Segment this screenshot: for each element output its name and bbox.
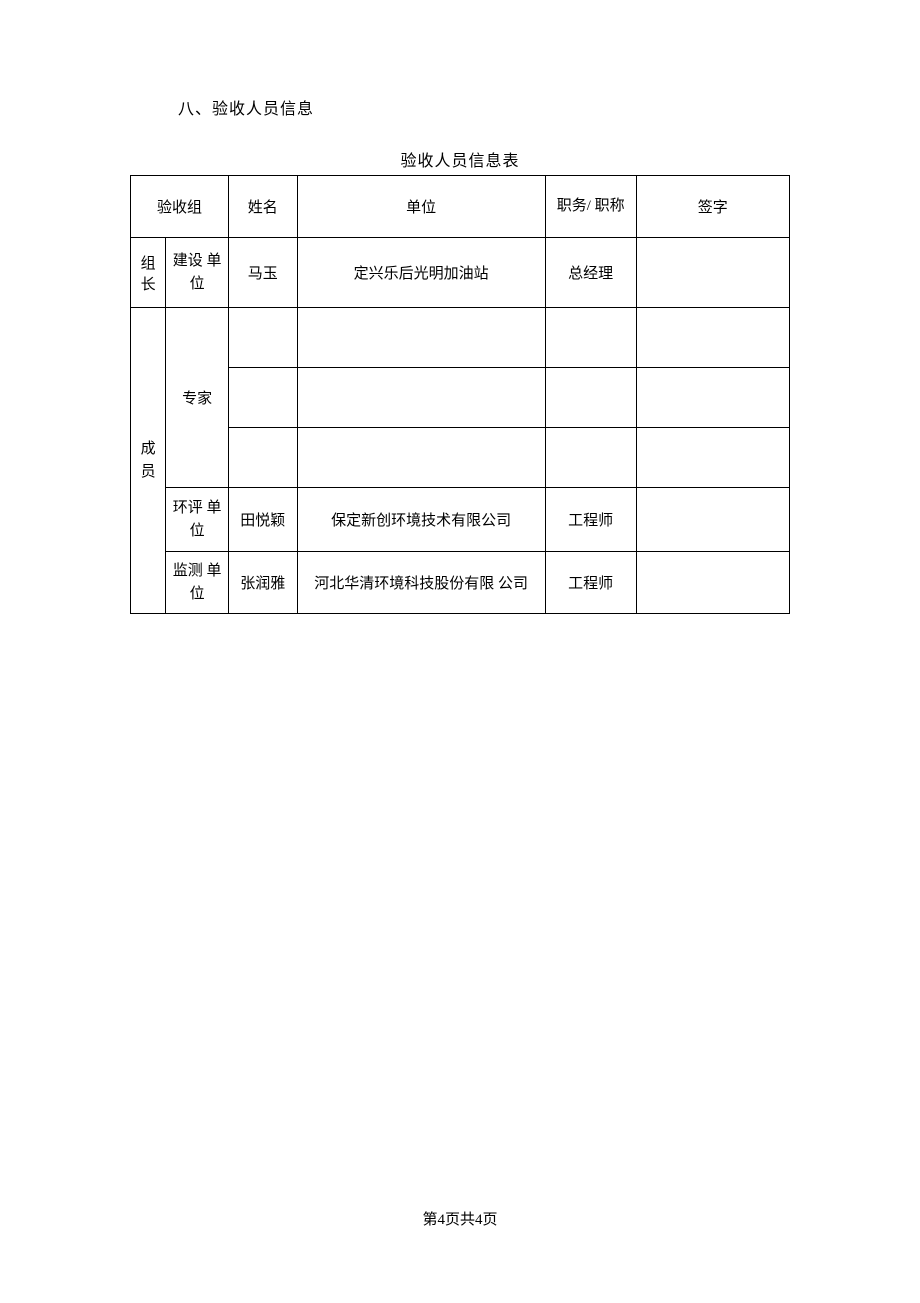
- expert3-name: [228, 428, 297, 488]
- header-group: 验收组: [131, 176, 229, 238]
- expert1-signature: [636, 308, 789, 368]
- label-expert: 专家: [166, 308, 229, 488]
- monitor-title: 工程师: [545, 552, 636, 614]
- expert2-name: [228, 368, 297, 428]
- monitor-signature: [636, 552, 789, 614]
- table-row: [131, 428, 790, 488]
- eia-unit: 保定新创环境技术有限公司: [297, 488, 545, 552]
- page-footer: 第4页共4页: [0, 1208, 920, 1229]
- header-unit: 单位: [297, 176, 545, 238]
- expert1-name: [228, 308, 297, 368]
- leader-unit: 定兴乐后光明加油站: [297, 238, 545, 308]
- section-heading: 八、验收人员信息: [178, 95, 790, 119]
- expert1-title: [545, 308, 636, 368]
- expert3-title: [545, 428, 636, 488]
- label-eia-unit: 环评 单位: [166, 488, 229, 552]
- eia-title: 工程师: [545, 488, 636, 552]
- table-row: 监测 单位 张润雅 河北华清环境科技股份有限 公司 工程师: [131, 552, 790, 614]
- expert3-signature: [636, 428, 789, 488]
- expert2-signature: [636, 368, 789, 428]
- label-monitor-unit: 监测 单位: [166, 552, 229, 614]
- expert2-title: [545, 368, 636, 428]
- table-header-row: 验收组 姓名 单位 职务/ 职称 签字: [131, 176, 790, 238]
- monitor-unit: 河北华清环境科技股份有限 公司: [297, 552, 545, 614]
- monitor-name: 张润雅: [228, 552, 297, 614]
- eia-signature: [636, 488, 789, 552]
- personnel-table: 验收组 姓名 单位 职务/ 职称 签字 组 长 建设 单位 马玉 定兴乐后光明加…: [130, 175, 790, 614]
- expert3-unit: [297, 428, 545, 488]
- header-name: 姓名: [228, 176, 297, 238]
- leader-signature: [636, 238, 789, 308]
- header-signature: 签字: [636, 176, 789, 238]
- table-row: 环评 单位 田悦颖 保定新创环境技术有限公司 工程师: [131, 488, 790, 552]
- table-caption: 验收人员信息表: [130, 147, 790, 171]
- label-members: 成员: [131, 308, 166, 614]
- table-row: 组 长 建设 单位 马玉 定兴乐后光明加油站 总经理: [131, 238, 790, 308]
- table-row: 成员 专家: [131, 308, 790, 368]
- leader-name: 马玉: [228, 238, 297, 308]
- eia-name: 田悦颖: [228, 488, 297, 552]
- label-leader: 组 长: [131, 238, 166, 308]
- table-row: [131, 368, 790, 428]
- label-construction-unit: 建设 单位: [166, 238, 229, 308]
- leader-title: 总经理: [545, 238, 636, 308]
- expert2-unit: [297, 368, 545, 428]
- expert1-unit: [297, 308, 545, 368]
- header-title: 职务/ 职称: [545, 176, 636, 238]
